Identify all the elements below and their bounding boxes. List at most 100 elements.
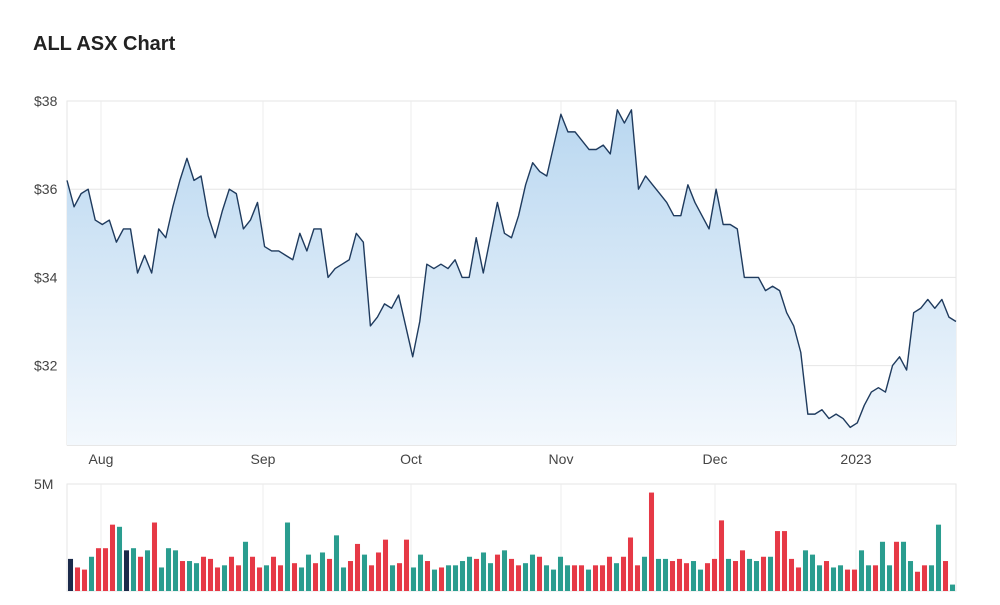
volume-bar [277, 565, 284, 591]
volume-bar [389, 565, 396, 591]
volume-bar [494, 554, 501, 591]
volume-bar [599, 565, 606, 591]
volume-bar [613, 563, 620, 591]
volume-bar [865, 565, 872, 591]
volume-bar [158, 567, 165, 591]
volume-bar [837, 565, 844, 591]
volume-bar [732, 561, 739, 591]
volume-bar [921, 565, 928, 591]
volume-bar [515, 565, 522, 591]
volume-bar [214, 567, 221, 591]
volume-bar [137, 556, 144, 591]
price-area [66, 109, 957, 445]
volume-bar [928, 565, 935, 591]
volume-bar [284, 522, 291, 591]
volume-bar [151, 522, 158, 591]
volume-bar [543, 565, 550, 591]
volume-bar [228, 556, 235, 591]
volume-bar [193, 563, 200, 591]
volume-bar [907, 561, 914, 591]
x-tick-label: Oct [400, 451, 422, 467]
volume-bar [466, 556, 473, 591]
volume-bar [487, 563, 494, 591]
volume-bar [102, 548, 109, 591]
volume-bar [95, 548, 102, 591]
volume-bar [221, 565, 228, 591]
volume-bar [200, 556, 207, 591]
volume-bar [851, 569, 858, 591]
volume-bar [767, 556, 774, 591]
volume-bar [816, 565, 823, 591]
price-line [66, 109, 957, 429]
volume-bars [67, 492, 956, 591]
volume-bar [571, 565, 578, 591]
price-y-tick-label: $34 [34, 269, 58, 285]
volume-bar [410, 567, 417, 591]
volume-bar [116, 526, 123, 591]
volume-bar [550, 569, 557, 591]
volume-bar [242, 541, 249, 591]
price-y-axis: $38 $36 $34 $32 [34, 93, 58, 374]
volume-bar [319, 552, 326, 591]
volume-y-axis: 5M [34, 476, 53, 492]
volume-bar [760, 556, 767, 591]
volume-bar [298, 567, 305, 591]
volume-bar [235, 565, 242, 591]
volume-bar [662, 558, 669, 591]
volume-bar [368, 565, 375, 591]
volume-bar [396, 563, 403, 591]
volume-bar [564, 565, 571, 591]
volume-bar [634, 565, 641, 591]
volume-bar [501, 550, 508, 591]
volume-bar [270, 556, 277, 591]
volume-bar [725, 558, 732, 591]
volume-bar [858, 550, 865, 591]
volume-bar [256, 567, 263, 591]
volume-bar [424, 561, 431, 591]
volume-bar [172, 550, 179, 591]
volume-bar [445, 565, 452, 591]
volume-bar [872, 565, 879, 591]
volume-bar [641, 556, 648, 591]
volume-bar [333, 535, 340, 591]
volume-bar [648, 492, 655, 591]
volume-bar [746, 558, 753, 591]
volume-bar [473, 558, 480, 591]
volume-bar [508, 558, 515, 591]
volume-bar [753, 561, 760, 591]
x-tick-label: Sep [251, 451, 276, 467]
volume-bar [74, 567, 81, 591]
volume-bar [781, 531, 788, 591]
volume-bar [676, 558, 683, 591]
volume-bar [109, 524, 116, 591]
volume-bar [879, 541, 886, 591]
volume-bar [900, 541, 907, 591]
volume-bar [249, 556, 256, 591]
volume-bar [431, 569, 438, 591]
volume-bar [690, 561, 697, 591]
volume-bar [375, 552, 382, 591]
volume-bar [340, 567, 347, 591]
volume-bar [669, 561, 676, 591]
volume-bar [620, 556, 627, 591]
volume-bar [809, 554, 816, 591]
volume-bar [291, 563, 298, 591]
volume-bar [830, 567, 837, 591]
volume-bar [326, 558, 333, 591]
volume-y-tick-label: 5M [34, 476, 53, 492]
volume-bar [165, 548, 172, 591]
x-tick-label: 2023 [840, 451, 871, 467]
volume-bar [382, 539, 389, 591]
volume-bar [88, 556, 95, 591]
volume-bar [683, 563, 690, 591]
volume-bar [536, 556, 543, 591]
volume-bar [305, 554, 312, 591]
volume-bar [557, 556, 564, 591]
price-y-tick-label: $38 [34, 93, 58, 109]
volume-bar [802, 550, 809, 591]
volume-bar [795, 567, 802, 591]
volume-bar [529, 554, 536, 591]
volume-bar [81, 569, 88, 591]
volume-bar [697, 569, 704, 591]
